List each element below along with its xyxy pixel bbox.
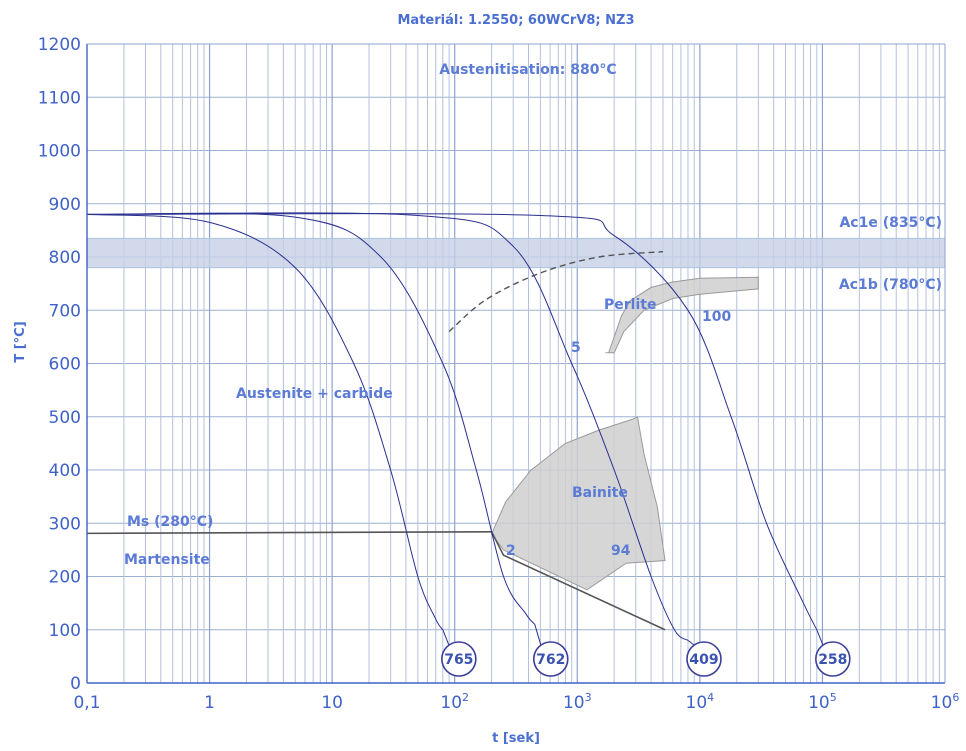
cooling-curve-762 [86, 212, 536, 625]
pearlite-start-dashed-line [448, 251, 664, 333]
y-tick-label: 0 [70, 674, 81, 694]
austenite-carbide-label: Austenite + carbide [236, 386, 393, 402]
y-tick-label: 300 [49, 514, 81, 534]
martensite-label: Martensite [124, 552, 210, 568]
y-tick-label: 700 [49, 301, 81, 321]
x-tick-label: 10 [321, 693, 343, 713]
x-tick-label: 1 [204, 693, 215, 713]
region-bainite [491, 416, 666, 591]
chart-title: Materiál: 1.2550; 60WCrV8; NZ3 [397, 13, 634, 28]
cooling-curves [86, 212, 824, 646]
y-tick-label: 1200 [38, 35, 81, 55]
x-tick-label: 106 [931, 691, 960, 713]
hardness-value: 409 [689, 652, 718, 668]
perlite-label: Perlite [604, 297, 656, 313]
tick-labels: 0100200300400500600700800900100011001200… [38, 35, 960, 713]
cooling-curve-tail [687, 640, 695, 646]
y-tick-label: 500 [49, 408, 81, 428]
x-tick-label: 104 [686, 691, 715, 713]
ac1-band [87, 238, 945, 268]
hardness-value: 258 [818, 652, 847, 668]
ms-label: Ms (280°C) [127, 514, 213, 530]
perlite-number: 5 [571, 340, 581, 356]
x-tick-label: 103 [563, 691, 592, 713]
hardness-badge [532, 641, 569, 677]
bainite-number: 2 [506, 543, 516, 559]
x-tick-label: 105 [808, 691, 837, 713]
y-axis-label: T [°C] [13, 321, 28, 362]
y-tick-label: 1100 [38, 88, 81, 108]
bainite-label: Bainite [572, 485, 628, 501]
ac1e-label: Ac1e (835°C) [839, 215, 942, 231]
hardness-badge [686, 641, 722, 677]
cooling-curve-409 [86, 212, 689, 641]
x-tick-label: 102 [440, 691, 469, 713]
plot-frame [86, 43, 946, 684]
grid [87, 44, 945, 683]
hardness-value: 762 [536, 652, 565, 668]
x-tick-label: 0,1 [73, 693, 100, 713]
bainite-finish-line [490, 531, 666, 631]
hardness-value: 765 [444, 652, 473, 668]
y-tick-label: 900 [49, 195, 81, 215]
region-perlite [605, 276, 759, 354]
austenitisation-label: Austenitisation: 880°C [439, 62, 616, 78]
cooling-curve-765 [86, 213, 444, 631]
hardness-badge [815, 641, 851, 677]
x-axis-label: t [sek] [492, 731, 540, 746]
bainite-number: 94 [611, 543, 631, 559]
annotations: 765 762 409 258 Austenitisation: 880°C Ac1e (… [124, 62, 942, 677]
y-tick-label: 200 [49, 568, 81, 588]
y-tick-label: 400 [49, 461, 81, 481]
y-tick-label: 1000 [38, 142, 81, 162]
perlite-number: 100 [702, 309, 731, 325]
cooling-curve-258 [86, 213, 818, 631]
y-tick-label: 100 [49, 621, 81, 641]
y-tick-label: 600 [49, 355, 81, 375]
hardness-badge [441, 641, 477, 677]
critical-temperature-band [87, 237, 945, 269]
cooling-curve-tail [534, 624, 542, 646]
ms-line [86, 530, 492, 535]
cooling-curve-tail [816, 629, 824, 646]
y-tick-label: 800 [49, 248, 81, 268]
ac1b-label: Ac1b (780°C) [839, 277, 942, 293]
phase-regions [491, 276, 759, 591]
cooling-curve-tail [442, 629, 450, 646]
